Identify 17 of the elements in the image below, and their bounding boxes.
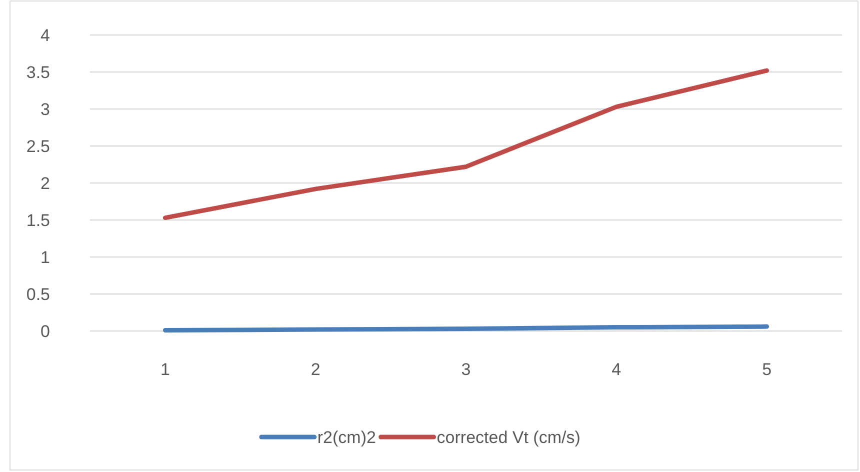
legend-label: r2(cm)2: [317, 428, 376, 447]
y-tick-label: 1: [40, 248, 50, 267]
x-tick-label: 2: [310, 360, 320, 379]
y-tick-label: 2.5: [26, 136, 50, 156]
y-tick-label: 3.5: [26, 62, 50, 82]
y-tick-label: 0.5: [26, 284, 50, 304]
x-tick-label: 1: [160, 360, 170, 379]
y-tick-label: 2: [40, 174, 50, 193]
line-series: [162, 68, 770, 220]
y-tick-label: 1.5: [26, 210, 50, 230]
y-tick-label: 4: [40, 26, 50, 45]
x-tick-label: 4: [612, 360, 622, 379]
x-tick-label: 3: [461, 360, 471, 379]
y-tick-label: 3: [40, 100, 50, 119]
x-tick-label: 5: [762, 360, 772, 379]
y-tick-label: 0: [40, 322, 50, 341]
legend-label: corrected Vt (cm/s): [436, 428, 580, 447]
